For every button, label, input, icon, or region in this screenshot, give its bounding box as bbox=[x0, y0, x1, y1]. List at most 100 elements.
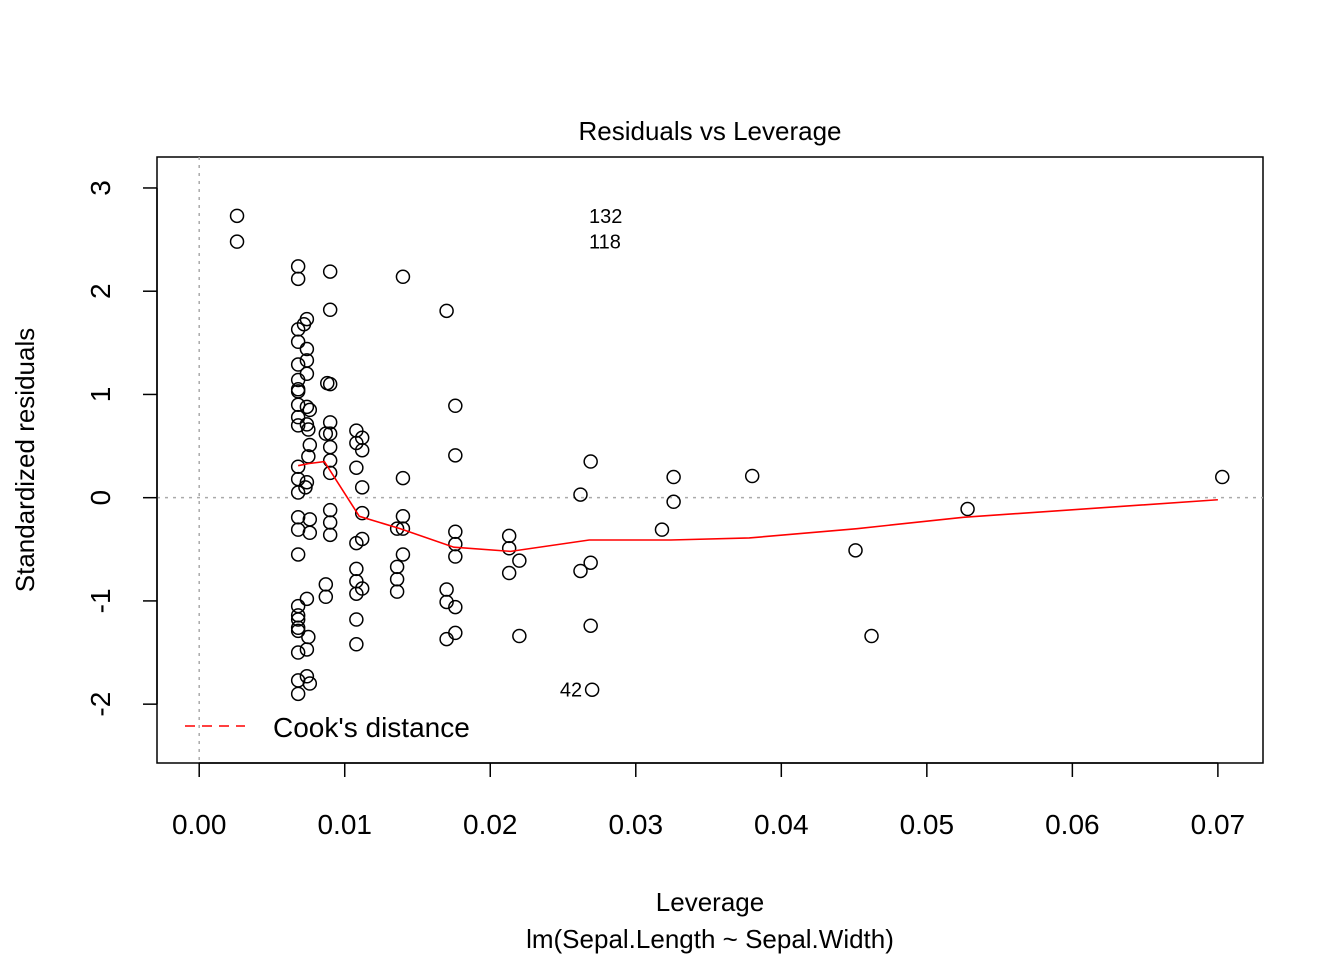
data-point bbox=[501, 565, 517, 581]
data-point bbox=[290, 645, 306, 660]
data-point bbox=[318, 589, 334, 605]
data-point bbox=[448, 599, 463, 615]
data-point bbox=[395, 269, 411, 285]
data-point bbox=[573, 487, 588, 502]
data-point bbox=[322, 527, 338, 543]
data-point bbox=[299, 642, 315, 657]
data-point bbox=[389, 584, 405, 599]
data-point bbox=[301, 629, 316, 645]
data-point bbox=[299, 399, 315, 415]
data-point bbox=[290, 334, 306, 350]
data-point bbox=[290, 612, 306, 627]
data-point bbox=[395, 509, 411, 524]
data-point bbox=[290, 418, 306, 433]
data-point bbox=[349, 460, 364, 475]
data-point bbox=[290, 271, 306, 287]
data-point bbox=[439, 582, 454, 597]
data-point bbox=[395, 470, 411, 486]
data-point bbox=[448, 398, 463, 414]
data-point bbox=[354, 505, 370, 521]
x-tick-label: 0.02 bbox=[463, 809, 518, 840]
data-point bbox=[583, 618, 598, 633]
data-point bbox=[290, 471, 306, 487]
x-tick-label: 0.03 bbox=[609, 809, 664, 840]
data-point bbox=[322, 415, 338, 430]
data-point bbox=[512, 628, 527, 644]
smoother-line bbox=[298, 460, 1218, 553]
x-tick-label: 0.06 bbox=[1045, 809, 1100, 840]
data-point bbox=[349, 612, 364, 627]
y-axis: -2 -1 0 1 2 3 bbox=[85, 180, 158, 717]
data-point bbox=[229, 234, 245, 249]
data-point bbox=[299, 669, 315, 684]
legend: Cook's distance bbox=[185, 712, 470, 743]
y-tick-label: 0 bbox=[85, 490, 116, 506]
data-point bbox=[666, 494, 681, 510]
data-point bbox=[439, 631, 454, 647]
data-point bbox=[298, 480, 313, 495]
data-point bbox=[299, 341, 315, 357]
data-point bbox=[302, 437, 318, 453]
y-tick-label: -2 bbox=[85, 692, 116, 717]
plot-frame bbox=[156, 156, 1264, 764]
data-point bbox=[584, 682, 600, 697]
data-point bbox=[512, 553, 527, 568]
data-point bbox=[501, 528, 517, 544]
point-label: 132 bbox=[589, 206, 622, 228]
data-point bbox=[322, 465, 338, 481]
data-point bbox=[864, 628, 879, 644]
x-tick-label: 0.04 bbox=[754, 809, 809, 840]
data-point bbox=[349, 561, 364, 577]
data-point bbox=[448, 536, 463, 552]
data-point bbox=[448, 549, 463, 564]
data-point bbox=[290, 459, 306, 474]
data-point bbox=[301, 422, 316, 437]
data-point bbox=[448, 625, 463, 641]
data-point bbox=[349, 535, 364, 551]
data-point bbox=[322, 439, 338, 455]
data-point bbox=[299, 591, 315, 607]
data-point bbox=[322, 302, 338, 318]
data-point bbox=[290, 547, 306, 562]
data-point bbox=[302, 676, 318, 691]
x-axis-subtitle: lm(Sepal.Length ~ Sepal.Width) bbox=[526, 924, 894, 954]
x-tick-label: 0.00 bbox=[172, 809, 227, 840]
data-point bbox=[302, 512, 318, 527]
data-point bbox=[322, 264, 338, 279]
x-axis: 0.00 0.01 0.02 0.03 0.04 0.05 0.06 0.07 bbox=[172, 762, 1245, 840]
data-point bbox=[448, 448, 463, 463]
data-point bbox=[654, 522, 670, 537]
x-axis-label: Leverage bbox=[656, 887, 764, 917]
y-tick-label: 1 bbox=[85, 387, 116, 403]
data-point bbox=[395, 521, 411, 536]
data-point bbox=[1215, 469, 1230, 485]
data-point bbox=[290, 620, 306, 636]
data-point bbox=[744, 468, 760, 484]
y-tick-label: -1 bbox=[85, 588, 116, 613]
data-point bbox=[666, 469, 681, 485]
data-point bbox=[573, 563, 588, 579]
data-point bbox=[322, 376, 338, 392]
data-point bbox=[583, 454, 598, 469]
data-point bbox=[354, 442, 370, 458]
data-point bbox=[302, 525, 318, 541]
point-labels: 132 118 42 bbox=[560, 206, 623, 702]
data-point bbox=[318, 577, 334, 592]
data-point bbox=[389, 559, 405, 575]
data-points bbox=[229, 208, 1230, 702]
y-tick-label: 3 bbox=[85, 180, 116, 196]
data-point bbox=[290, 510, 306, 525]
data-point bbox=[349, 637, 364, 652]
data-point bbox=[395, 547, 411, 562]
data-point bbox=[322, 515, 338, 530]
data-point bbox=[290, 686, 306, 702]
data-point bbox=[299, 366, 315, 382]
data-point bbox=[296, 316, 312, 332]
data-point bbox=[389, 521, 405, 536]
data-point bbox=[848, 543, 863, 558]
reference-lines bbox=[157, 157, 1263, 763]
data-point bbox=[583, 555, 598, 570]
data-point bbox=[349, 586, 364, 601]
legend-label: Cook's distance bbox=[273, 712, 470, 743]
